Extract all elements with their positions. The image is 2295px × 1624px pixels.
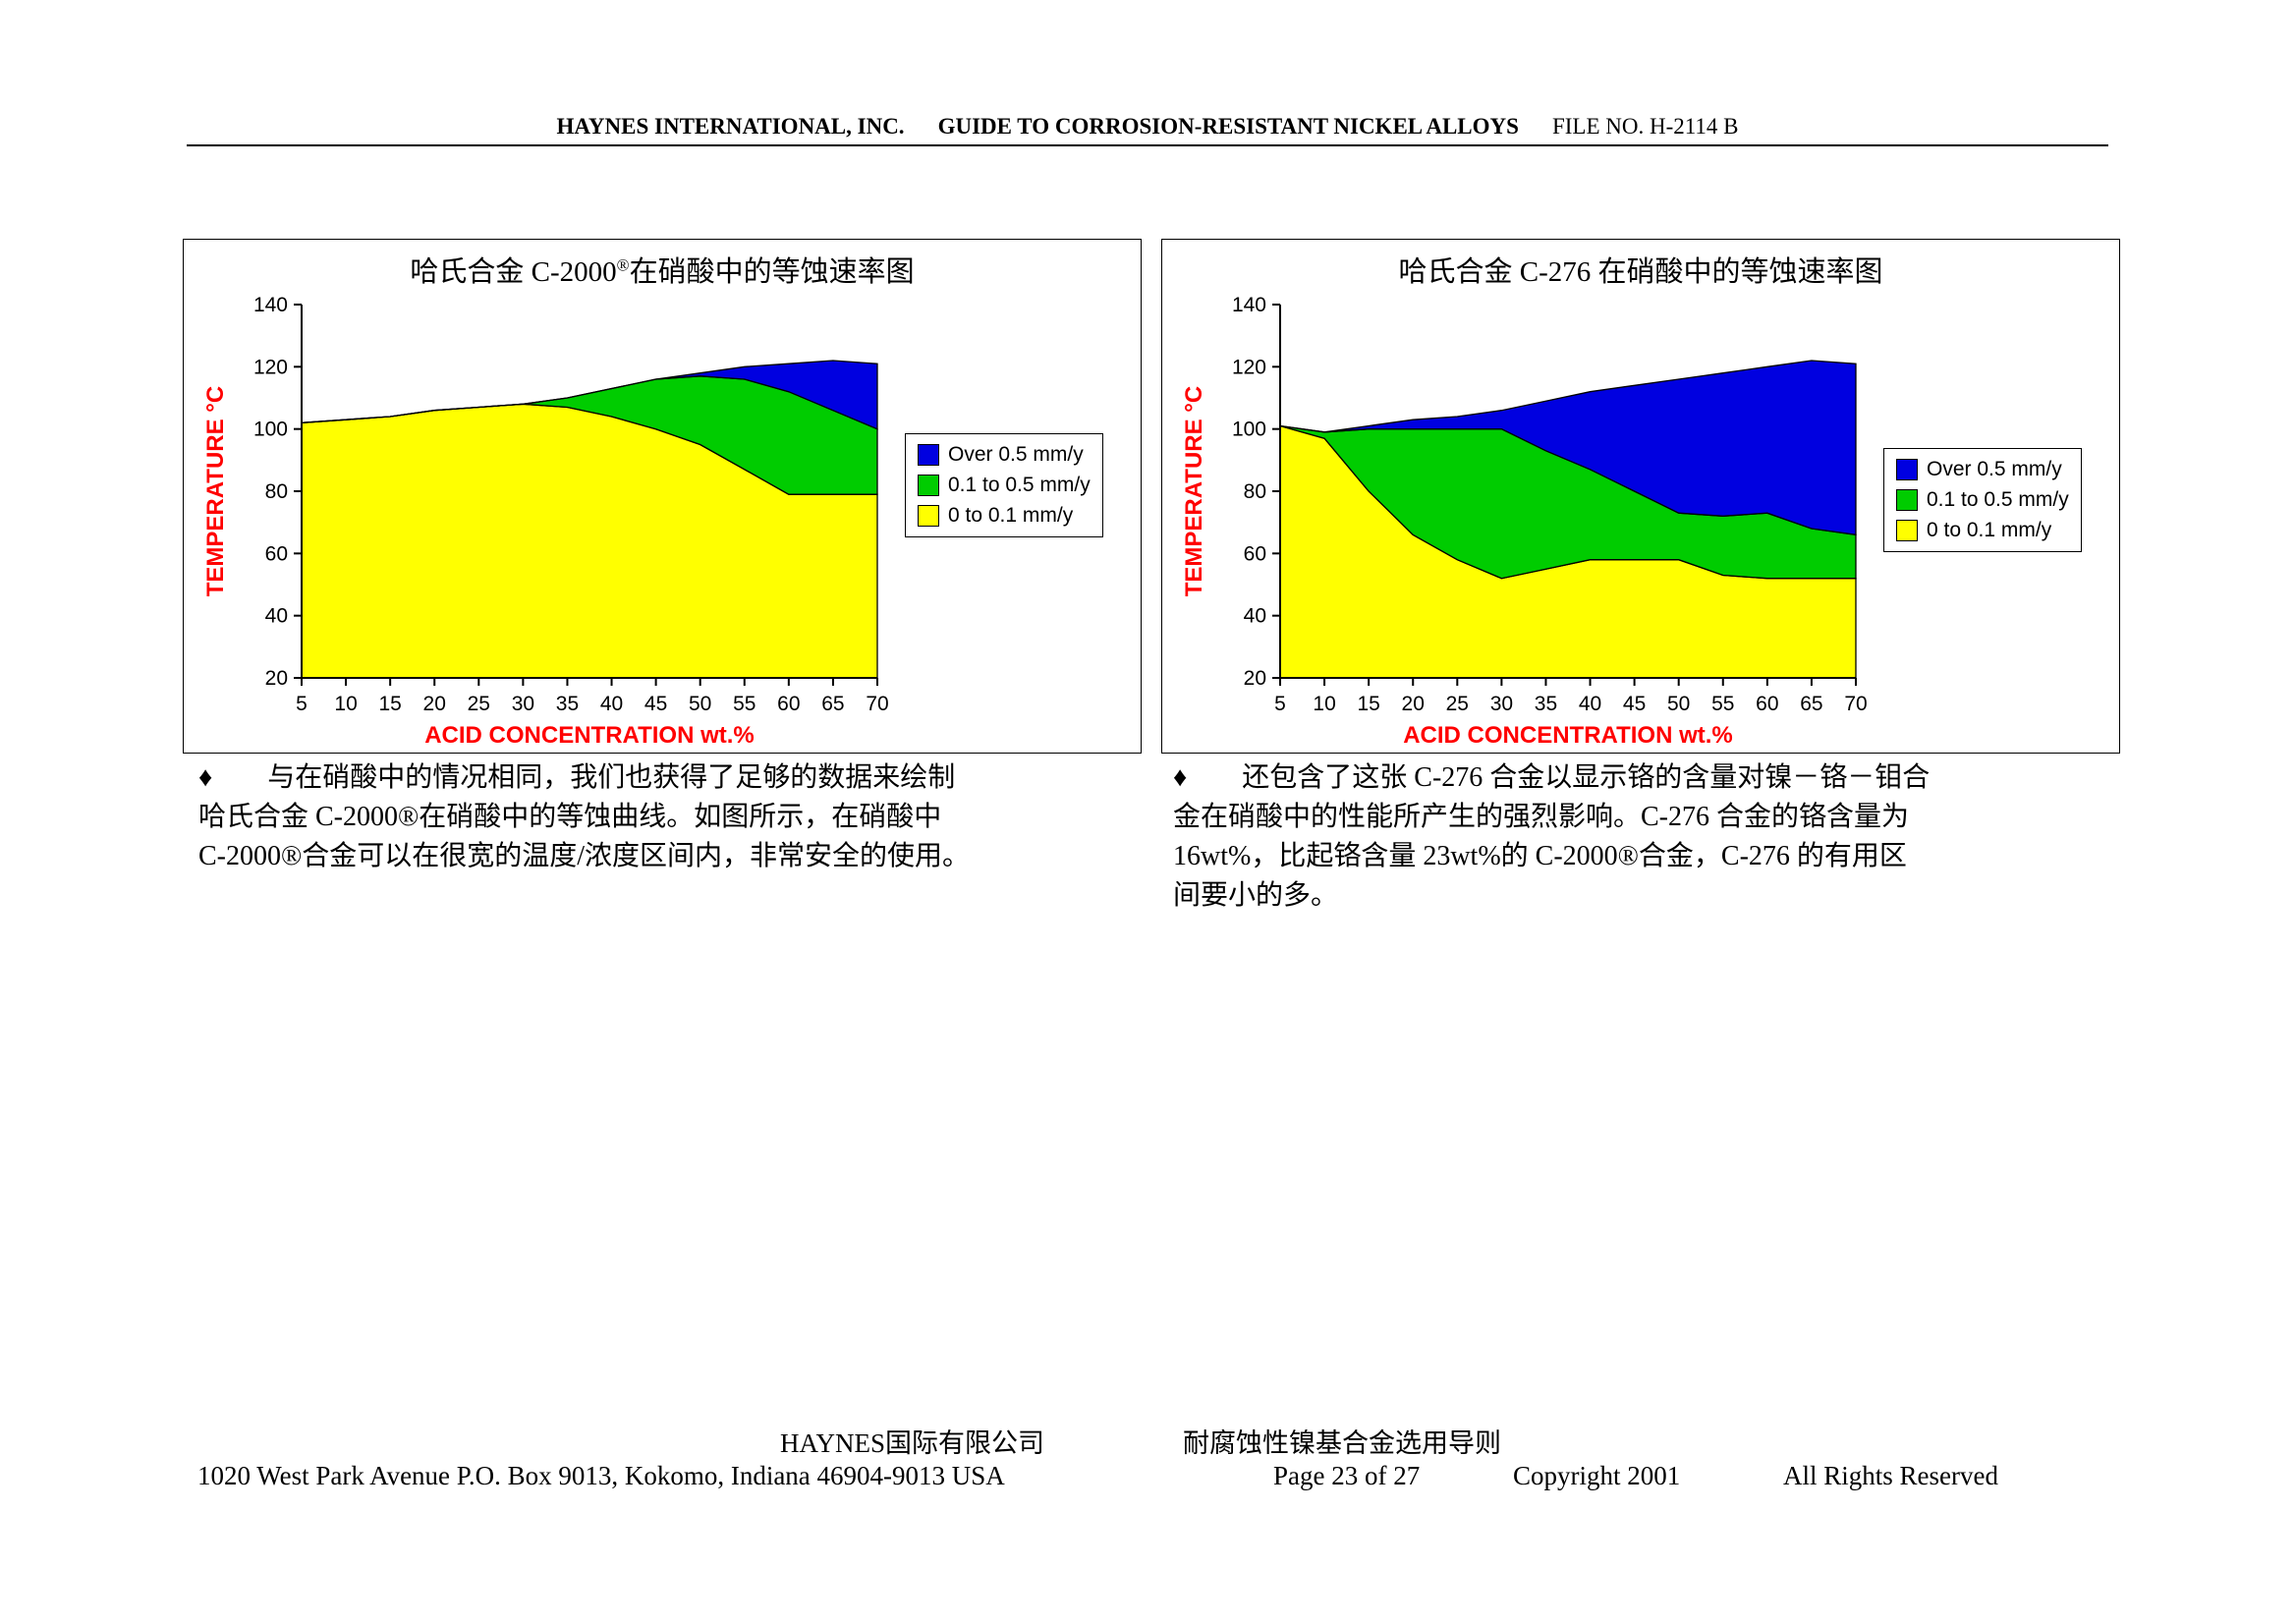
y-axis-title: TEMPERATURE °C — [202, 386, 229, 597]
svg-text:65: 65 — [821, 693, 844, 715]
svg-text:100: 100 — [253, 419, 288, 441]
x-axis-title: ACID CONCENTRATION wt.% — [1403, 722, 1733, 749]
svg-text:30: 30 — [512, 693, 534, 715]
legend-swatch-over-0.5 — [1896, 459, 1918, 480]
legend-label: 0.1 to 0.5 mm/y — [1927, 488, 2069, 511]
y-axis-title: TEMPERATURE °C — [1181, 386, 1207, 597]
chart-title-text: 在硝酸中的等蚀速率图 — [629, 256, 915, 288]
svg-text:55: 55 — [733, 693, 756, 715]
svg-text:20: 20 — [423, 693, 446, 715]
page-header: HAYNES INTERNATIONAL, INC. GUIDE TO CORRO… — [0, 114, 2295, 140]
svg-text:30: 30 — [1490, 693, 1513, 715]
svg-text:35: 35 — [556, 693, 579, 715]
chart-title-text: 哈氏合金 C-276 — [1398, 256, 1592, 288]
svg-text:20: 20 — [265, 667, 288, 690]
note-c2000: ♦ 与在硝酸中的情况相同，我们也获得了足够的数据来绘制 哈氏合金 C-2000®… — [198, 762, 971, 872]
svg-text:25: 25 — [468, 693, 490, 715]
iso-corrosion-chart-c2000: 20 40 60 80 100 120 140 5 10 15 20 25 30 35 40 45 50 55 60… — [202, 294, 889, 749]
legend-item: 0 to 0.1 mm/y — [1896, 519, 2069, 542]
svg-text:60: 60 — [265, 542, 288, 565]
svg-text:15: 15 — [378, 693, 401, 715]
svg-text:50: 50 — [1667, 693, 1690, 715]
area-over-0.5-mm-y — [1279, 360, 1857, 536]
svg-text:50: 50 — [689, 693, 711, 715]
svg-text:60: 60 — [777, 693, 800, 715]
svg-text:40: 40 — [1244, 605, 1266, 628]
legend-label: Over 0.5 mm/y — [948, 443, 1084, 466]
legend-swatch-0.1-to-0.5 — [918, 475, 939, 496]
svg-text:80: 80 — [265, 480, 288, 503]
chart-title-c2000: 哈氏合金 C-2000®在硝酸中的等蚀速率图 — [184, 249, 1141, 290]
legend-item: Over 0.5 mm/y — [1896, 458, 2069, 481]
svg-text:70: 70 — [866, 693, 888, 715]
legend-item: 0.1 to 0.5 mm/y — [1896, 488, 2069, 512]
chart-title-c276: 哈氏合金 C-276 在硝酸中的等蚀速率图 — [1162, 249, 2119, 290]
chart-legend: Over 0.5 mm/y 0.1 to 0.5 mm/y 0 to 0.1 m… — [1883, 448, 2082, 552]
area-over-0.5-mm-y — [301, 360, 878, 430]
svg-text:40: 40 — [265, 605, 288, 628]
svg-text:45: 45 — [1623, 693, 1646, 715]
legend-swatch-0.1-to-0.5 — [1896, 489, 1918, 511]
header-company: HAYNES INTERNATIONAL, INC. — [556, 114, 905, 139]
svg-text:120: 120 — [1232, 356, 1266, 378]
legend-label: 0 to 0.1 mm/y — [1927, 519, 2052, 541]
legend-item: 0 to 0.1 mm/y — [918, 504, 1091, 528]
svg-text:40: 40 — [1579, 693, 1601, 715]
footer-company-cn: HAYNES国际有限公司 — [780, 1428, 1045, 1458]
chart-legend: Over 0.5 mm/y 0.1 to 0.5 mm/y 0 to 0.1 m… — [905, 433, 1103, 537]
chart-title-text: 在硝酸中的等蚀速率图 — [1591, 256, 1883, 288]
svg-text:120: 120 — [253, 356, 288, 378]
legend-item: Over 0.5 mm/y — [918, 443, 1091, 467]
legend-swatch-over-0.5 — [918, 444, 939, 466]
svg-text:60: 60 — [1244, 542, 1266, 565]
header-divider — [187, 144, 2108, 146]
svg-text:20: 20 — [1244, 667, 1266, 690]
legend-swatch-0-to-0.1 — [1896, 520, 1918, 541]
svg-text:100: 100 — [1232, 419, 1266, 441]
registered-mark: ® — [616, 255, 630, 275]
legend-swatch-0-to-0.1 — [918, 505, 939, 527]
footer-guide-cn: 耐腐蚀性镍基合金选用导则 — [1183, 1428, 1501, 1458]
footer-address: 1020 West Park Avenue P.O. Box 9013, Kok… — [197, 1461, 1005, 1490]
svg-text:5: 5 — [296, 693, 308, 715]
footer-page-number: Page 23 of 27 — [1273, 1461, 1421, 1490]
svg-text:60: 60 — [1756, 693, 1778, 715]
svg-text:80: 80 — [1244, 480, 1266, 503]
svg-text:45: 45 — [644, 693, 667, 715]
svg-text:10: 10 — [1313, 693, 1335, 715]
x-axis-title: ACID CONCENTRATION wt.% — [424, 722, 755, 749]
footer-copyright: Copyright 2001 — [1513, 1461, 1681, 1490]
header-file-no: FILE NO. H-2114 B — [1551, 114, 1739, 139]
legend-item: 0.1 to 0.5 mm/y — [918, 474, 1091, 497]
svg-text:140: 140 — [253, 294, 288, 316]
svg-text:35: 35 — [1535, 693, 1557, 715]
svg-text:140: 140 — [1232, 294, 1266, 316]
svg-text:10: 10 — [334, 693, 357, 715]
chart-title-text: 哈氏合金 C-2000 — [410, 256, 617, 288]
header-guide-title: GUIDE TO CORROSION-RESISTANT NICKEL ALLO… — [937, 114, 1519, 139]
legend-label: 0 to 0.1 mm/y — [948, 504, 1074, 527]
footer-rights: All Rights Reserved — [1783, 1461, 1998, 1490]
svg-text:15: 15 — [1357, 693, 1379, 715]
svg-text:70: 70 — [1844, 693, 1867, 715]
svg-text:25: 25 — [1446, 693, 1469, 715]
svg-text:20: 20 — [1402, 693, 1425, 715]
svg-text:5: 5 — [1274, 693, 1286, 715]
legend-label: Over 0.5 mm/y — [1927, 458, 2062, 480]
svg-text:40: 40 — [600, 693, 623, 715]
iso-corrosion-chart-c276: 20 40 60 80 100 120 140 5 10 15 20 25 30 35 40 45 50 55 60… — [1181, 294, 1868, 749]
svg-text:55: 55 — [1711, 693, 1734, 715]
chart-panel-c2000: 哈氏合金 C-2000®在硝酸中的等蚀速率图 20 40 60 80 100 120 140… — [183, 239, 1142, 754]
chart-panel-c276: 哈氏合金 C-276 在硝酸中的等蚀速率图 20 40 60 80 100 120 140 5… — [1161, 239, 2120, 754]
svg-text:65: 65 — [1800, 693, 1822, 715]
note-c276: ♦ 还包含了这张 C-276 合金以显示铬的含量对镍－铬－钼合 金在硝酸中的性能… — [1173, 762, 1931, 912]
legend-label: 0.1 to 0.5 mm/y — [948, 474, 1091, 496]
